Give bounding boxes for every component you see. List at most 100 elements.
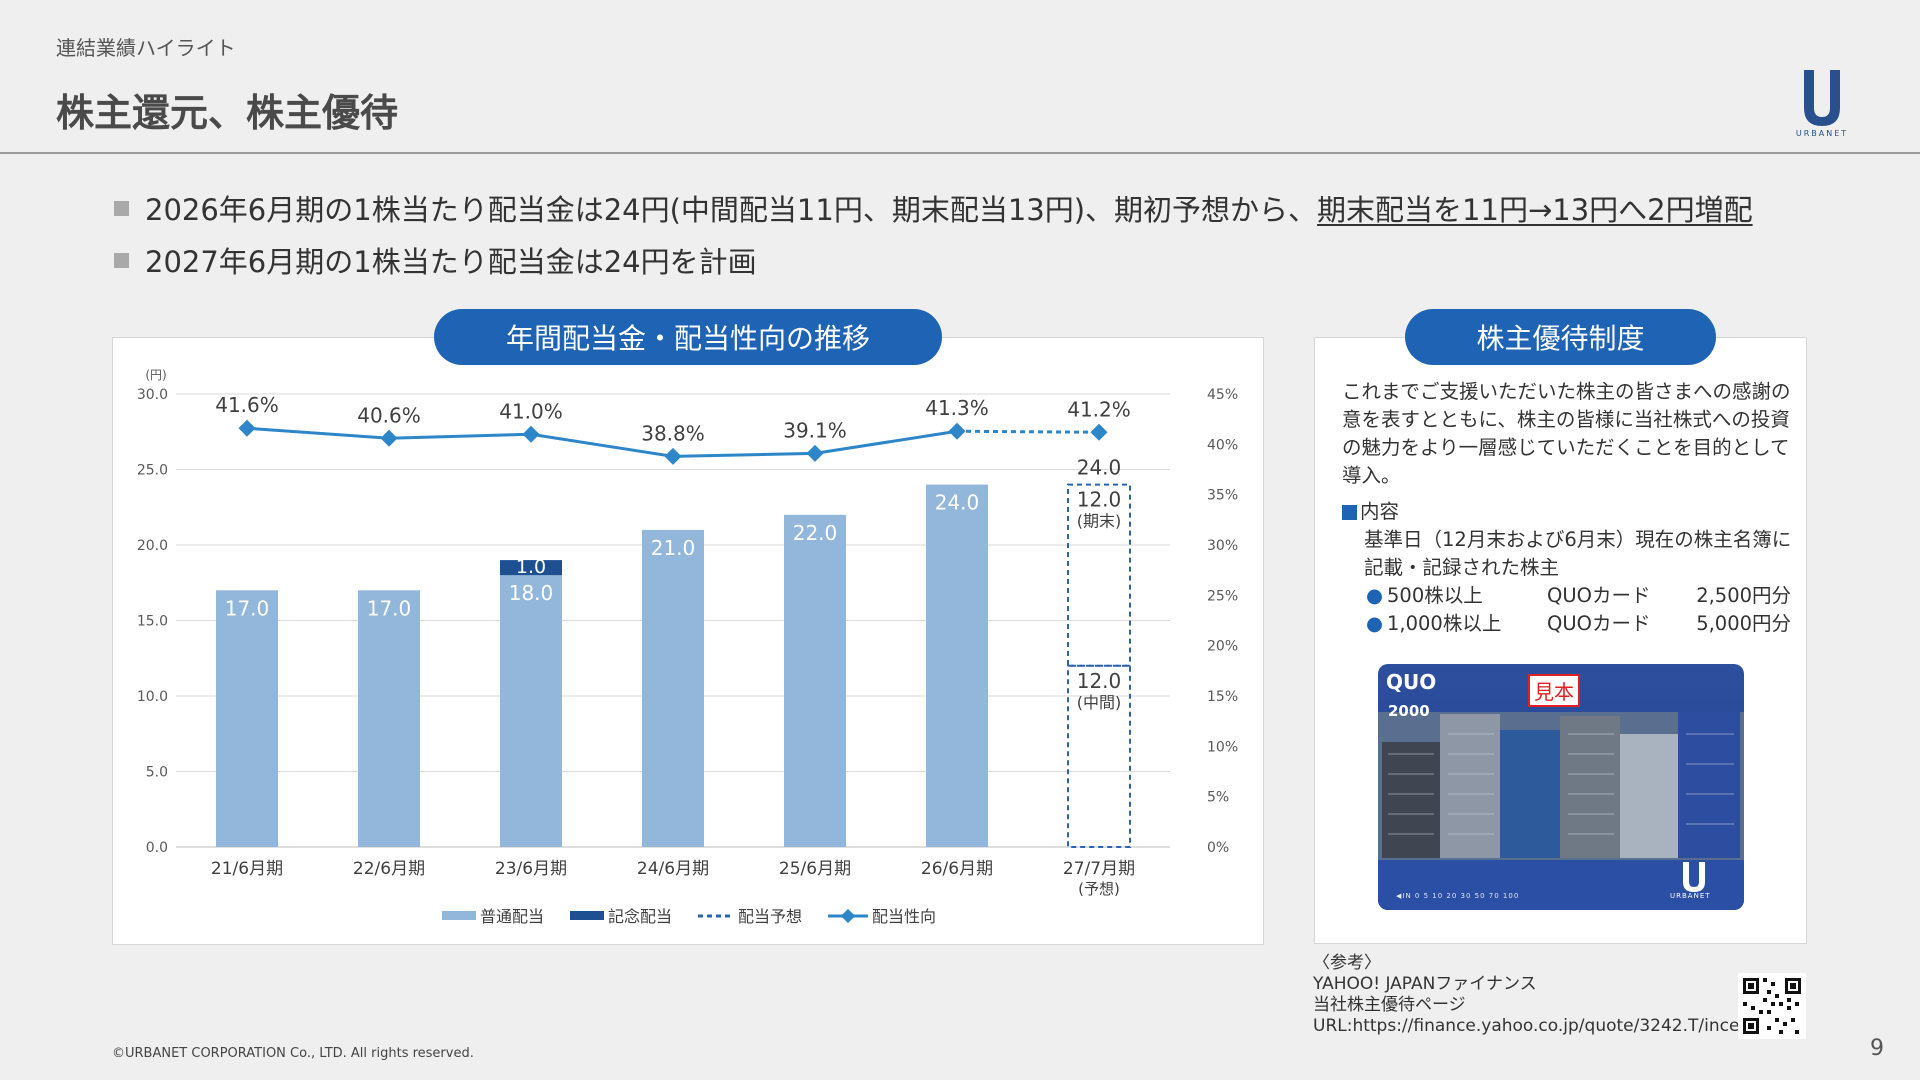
card-scale: ◀IN 0 5 10 20 30 50 70 100: [1396, 892, 1520, 900]
y2-tick-label: 30%: [1207, 538, 1238, 554]
bar-value-label: 22.0: [793, 521, 838, 545]
tier-row: ● 500株以上 QUOカード 2,500円分: [1342, 582, 1792, 610]
forecast-value-label: 12.0: [1077, 669, 1122, 693]
legend-label: 普通配当: [480, 907, 544, 926]
key-points: 2026年6月期の1株当たり配当金は24円(中間配当11円、期末配当13円)、期…: [114, 182, 1753, 286]
content-body: 基準日（12月末および6月末）現在の株主名簿に記載・記録された株主: [1364, 528, 1792, 579]
reference-heading: 〈参考〉: [1313, 953, 1381, 973]
legend-marker-payout: [840, 908, 856, 924]
forecast-total-label: 24.0: [1077, 456, 1122, 480]
legend-label: 配当性向: [872, 907, 936, 926]
header-divider: [0, 152, 1920, 154]
bullet-dot-icon: ●: [1366, 584, 1384, 607]
bar: [784, 514, 846, 847]
content-square-icon: [1342, 504, 1357, 520]
y-tick-label: 0.0: [146, 840, 168, 856]
x-tick-note: (予想): [1078, 880, 1120, 898]
reference-block: 〈参考〉 YAHOO! JAPANファイナンス 当社株主優待ページ URL:ht…: [1313, 953, 1782, 1037]
bar-stack-label: 1.0: [516, 556, 546, 578]
x-tick-label: 25/6月期: [779, 859, 851, 879]
bar: [358, 590, 420, 847]
y2-tick-label: 10%: [1207, 739, 1238, 755]
y2-tick-label: 35%: [1207, 488, 1238, 504]
content-label: 内容: [1360, 500, 1400, 523]
x-tick-label: 21/6月期: [211, 859, 283, 879]
bullet-square-icon: [114, 200, 129, 216]
x-tick-label: 22/6月期: [353, 859, 425, 879]
payout-value-label: 38.8%: [641, 421, 705, 445]
bar-value-label: 21.0: [651, 536, 696, 560]
x-tick-label: 27/7月期: [1063, 859, 1135, 879]
bar: [500, 575, 562, 847]
bullet-dot-icon: ●: [1366, 612, 1384, 635]
benefit-body: これまでご支援いただいた株主の皆さまへの感謝の意を表すとともに、株主の皆様に当社…: [1342, 378, 1792, 638]
y-tick-label: 10.0: [137, 689, 168, 705]
logo-text: URBANET: [1796, 129, 1848, 138]
bullet-item: 2026年6月期の1株当たり配当金は24円(中間配当11円、期末配当13円)、期…: [114, 182, 1753, 234]
x-tick-label: 24/6月期: [637, 859, 709, 879]
tier-amount: 5,000円分: [1696, 612, 1792, 635]
y2-tick-label: 45%: [1207, 387, 1238, 403]
tier-amount: 2,500円分: [1696, 584, 1792, 607]
bar: [642, 529, 704, 847]
payout-marker: [522, 425, 540, 443]
x-tick-label: 23/6月期: [495, 859, 567, 879]
y-unit-label: (円): [145, 368, 166, 382]
payout-marker: [806, 444, 824, 462]
y2-tick-label: 40%: [1207, 437, 1238, 453]
bar-value-label: 17.0: [367, 596, 412, 620]
legend-label: 配当予想: [738, 907, 802, 926]
forecast-value-label: 12.0: [1077, 488, 1122, 512]
legend-label: 記念配当: [608, 907, 672, 926]
benefit-intro: これまでご支援いただいた株主の皆さまへの感謝の意を表すとともに、株主の皆様に当社…: [1342, 380, 1791, 487]
y-tick-label: 30.0: [137, 387, 168, 403]
urbanet-logo: URBANET: [1796, 70, 1848, 138]
y2-tick-label: 20%: [1207, 639, 1238, 655]
tier-shares: 500株以上: [1387, 584, 1483, 607]
forecast-bar-segment: [1067, 483, 1131, 667]
bar-value-label: 17.0: [225, 596, 270, 620]
card-u-logo-icon: [1683, 862, 1705, 892]
bar-stack: [500, 560, 562, 576]
payout-marker: [380, 429, 398, 447]
y-tick-label: 25.0: [137, 463, 168, 479]
y2-tick-label: 25%: [1207, 588, 1238, 604]
payout-value-label: 39.1%: [783, 418, 847, 442]
reference-url[interactable]: URL:https://finance.yahoo.co.jp/quote/32…: [1313, 1016, 1783, 1036]
y2-tick-label: 0%: [1207, 840, 1229, 856]
copyright: ©URBANET CORPORATION Co., LTD. All right…: [112, 1046, 474, 1061]
benefit-title: 株主優待制度: [1405, 309, 1716, 365]
payout-line: [246, 426, 958, 458]
bullet-text: 2026年6月期の1株当たり配当金は24円(中間配当11円、期末配当13円)、期…: [145, 193, 1318, 227]
sample-stamp: 見本: [1528, 674, 1580, 707]
tier-card: QUOカード: [1547, 584, 1651, 607]
benefit-content-heading: 内容: [1342, 498, 1792, 526]
reference-line2: 当社株主優待ページ: [1313, 995, 1466, 1015]
payout-marker: [948, 422, 966, 440]
chart-title: 年間配当金・配当性向の推移: [434, 309, 942, 365]
qr-code-icon[interactable]: [1738, 973, 1806, 1039]
bar: [926, 484, 988, 847]
x-tick-label: 26/6月期: [921, 859, 993, 879]
bar-value-label: 18.0: [509, 581, 554, 605]
quo-card-image: QUO 2000 見本 ◀IN 0 5 10 20 30 50 70 100 U…: [1378, 664, 1744, 910]
payout-value-label: 40.6%: [357, 403, 421, 427]
forecast-sublabel: (期末): [1077, 512, 1122, 531]
forecast-sublabel: (中間): [1077, 693, 1122, 712]
reference-line1: YAHOO! JAPANファイナンス: [1313, 974, 1537, 994]
page-number: 9: [1870, 1036, 1884, 1061]
payout-line-forecast: [956, 429, 1100, 434]
bar-value-label: 24.0: [935, 491, 980, 515]
payout-value-label: 41.0%: [499, 399, 563, 423]
y2-tick-label: 15%: [1207, 689, 1238, 705]
legend-swatch-regular: [442, 911, 476, 920]
page-title: 株主還元、株主優待: [56, 91, 399, 135]
quo-value: 2000: [1388, 702, 1430, 720]
quo-brand: QUO: [1386, 670, 1437, 694]
tier-shares: 1,000株以上: [1387, 612, 1502, 635]
tier-card: QUOカード: [1547, 612, 1651, 635]
bullet-text: 2027年6月期の1株当たり配当金は24円を計画: [145, 245, 757, 279]
section-label: 連結業績ハイライト: [56, 36, 236, 60]
payout-value-label: 41.3%: [925, 396, 989, 420]
y-tick-label: 5.0: [146, 765, 168, 781]
